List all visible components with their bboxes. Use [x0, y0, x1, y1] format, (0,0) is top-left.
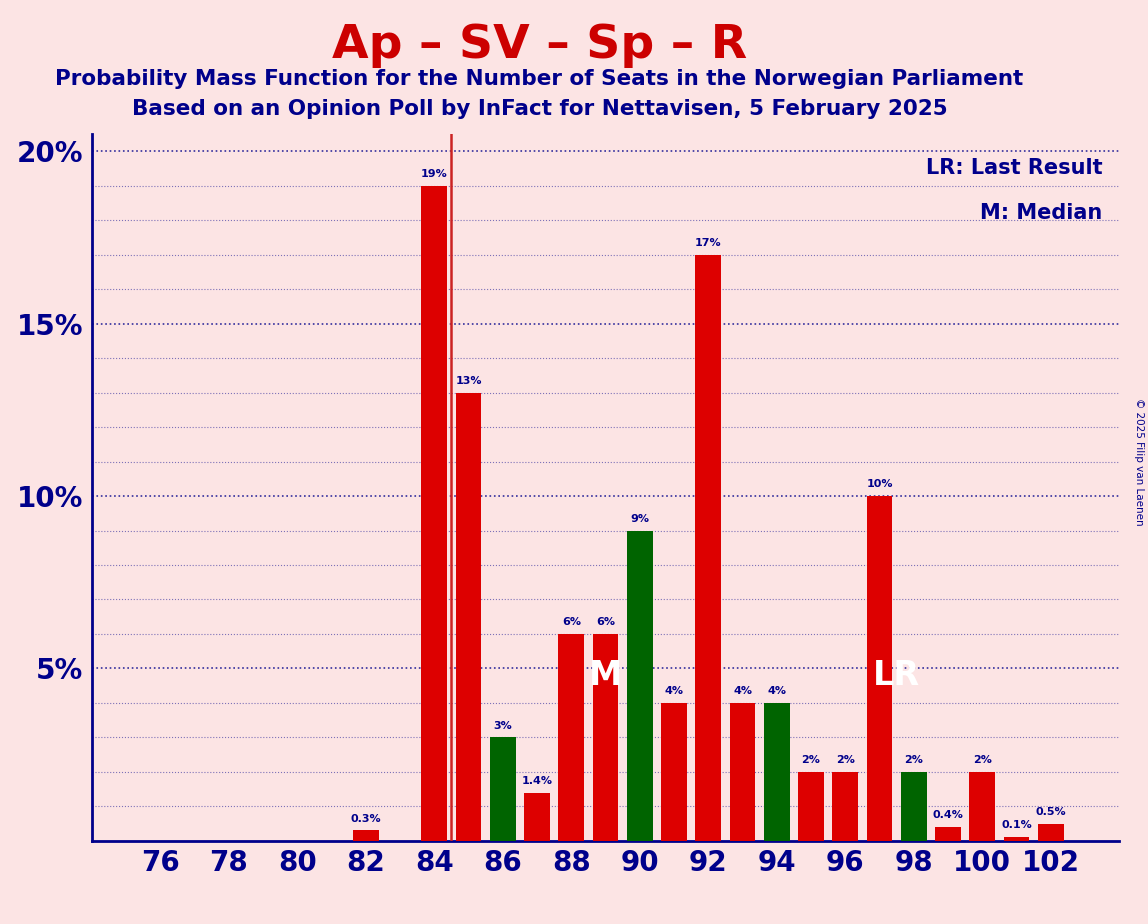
Bar [969, 772, 995, 841]
Text: M: Median: M: Median [980, 203, 1102, 223]
Bar [1003, 837, 1030, 841]
Text: 4%: 4% [665, 686, 683, 696]
Text: 4%: 4% [734, 686, 752, 696]
Bar [1038, 823, 1064, 841]
Text: 0.1%: 0.1% [1001, 821, 1032, 831]
Bar [867, 496, 892, 841]
Bar [936, 827, 961, 841]
Text: 2%: 2% [801, 755, 821, 765]
Text: 2%: 2% [972, 755, 992, 765]
Bar [696, 255, 721, 841]
Bar [627, 530, 653, 841]
Text: LR: LR [874, 659, 921, 692]
Bar [901, 772, 926, 841]
Text: 10%: 10% [867, 480, 893, 489]
Text: 2%: 2% [836, 755, 855, 765]
Bar [352, 831, 379, 841]
Text: 1.4%: 1.4% [521, 775, 552, 785]
Text: © 2025 Filip van Laenen: © 2025 Filip van Laenen [1134, 398, 1143, 526]
Text: 9%: 9% [630, 514, 650, 524]
Bar [832, 772, 859, 841]
Bar [661, 703, 687, 841]
Text: 0.3%: 0.3% [350, 814, 381, 823]
Bar [525, 793, 550, 841]
Text: 3%: 3% [494, 721, 512, 731]
Bar [490, 737, 515, 841]
Text: 0.5%: 0.5% [1035, 807, 1066, 817]
Text: M: M [589, 659, 622, 692]
Text: Based on an Opinion Poll by InFact for Nettavisen, 5 February 2025: Based on an Opinion Poll by InFact for N… [132, 99, 947, 119]
Text: 6%: 6% [561, 617, 581, 627]
Text: Probability Mass Function for the Number of Seats in the Norwegian Parliament: Probability Mass Function for the Number… [55, 69, 1024, 90]
Bar [558, 634, 584, 841]
Text: 6%: 6% [596, 617, 615, 627]
Bar [421, 186, 448, 841]
Bar [798, 772, 824, 841]
Text: 0.4%: 0.4% [932, 810, 963, 821]
Text: 4%: 4% [767, 686, 786, 696]
Bar [763, 703, 790, 841]
Text: 19%: 19% [421, 169, 448, 179]
Text: 2%: 2% [905, 755, 923, 765]
Bar [456, 393, 481, 841]
Text: 13%: 13% [456, 376, 482, 385]
Bar [592, 634, 619, 841]
Bar [730, 703, 755, 841]
Text: Ap – SV – Sp – R: Ap – SV – Sp – R [332, 23, 747, 68]
Text: LR: Last Result: LR: Last Result [925, 158, 1102, 178]
Text: 17%: 17% [695, 237, 722, 248]
